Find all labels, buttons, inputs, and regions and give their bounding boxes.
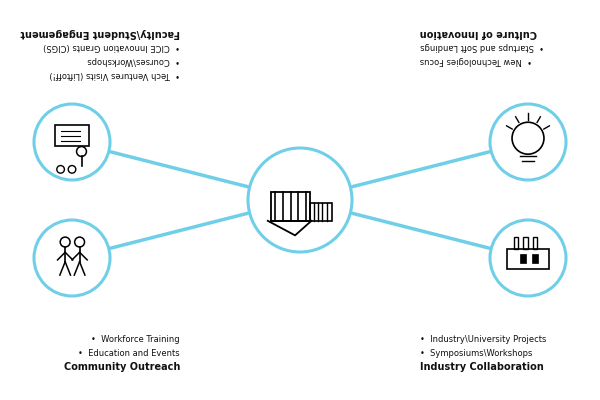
Bar: [533, 237, 537, 249]
Bar: [310, 202, 332, 221]
Circle shape: [34, 104, 110, 180]
Bar: [520, 254, 526, 262]
Bar: [514, 237, 518, 249]
Text: Culture of Innovation: Culture of Innovation: [420, 28, 537, 38]
Text: Community Outreach: Community Outreach: [64, 362, 180, 372]
Circle shape: [34, 220, 110, 296]
Text: •  CICE Innovation Grants (CIGS): • CICE Innovation Grants (CIGS): [43, 42, 180, 51]
Circle shape: [490, 220, 566, 296]
Bar: [507, 248, 549, 270]
Text: Industry Collaboration: Industry Collaboration: [420, 362, 544, 372]
Bar: [271, 192, 310, 221]
Text: •  Startups and Soft Landings: • Startups and Soft Landings: [420, 42, 544, 51]
Text: •  New Technologies Focus: • New Technologies Focus: [420, 56, 532, 65]
Text: •  Symposiums\Workshops: • Symposiums\Workshops: [420, 349, 532, 358]
Text: •  Tech Ventures Visits (Liftoff!): • Tech Ventures Visits (Liftoff!): [49, 70, 180, 79]
Bar: [532, 254, 538, 262]
Text: •  Education and Events: • Education and Events: [79, 349, 180, 358]
Text: •  Workforce Training: • Workforce Training: [91, 335, 180, 344]
Circle shape: [248, 148, 352, 252]
Text: Faculty\Student Engagement: Faculty\Student Engagement: [20, 28, 180, 38]
Bar: [523, 237, 527, 249]
Circle shape: [490, 104, 566, 180]
Text: •  Courses\Workshops: • Courses\Workshops: [87, 56, 180, 65]
Bar: [55, 125, 89, 146]
Text: •  Industry\University Projects: • Industry\University Projects: [420, 335, 547, 344]
